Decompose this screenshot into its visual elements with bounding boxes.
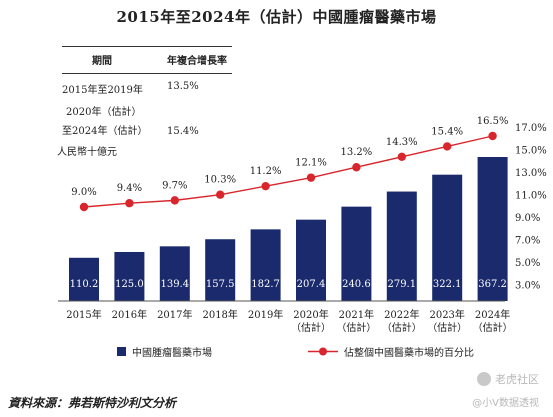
right-axis-tick-label: 11.0%: [515, 191, 547, 202]
cagr-row: 2020年（估計） 至2024年（估計） 15.4%: [62, 96, 232, 137]
cagr-row: 2015年至2019年 13.5%: [62, 74, 232, 96]
chart-title: 2015年至2024年（估計）中國腫瘤醫藥市場: [116, 8, 437, 26]
x-tick-label: 2022年: [384, 308, 419, 321]
x-tick-label: （估計）: [291, 321, 331, 334]
percentage-label: 14.3%: [386, 137, 418, 148]
percentage-label: 15.4%: [431, 126, 463, 137]
right-axis-tick-label: 15.0%: [515, 146, 547, 157]
percentage-point: [216, 190, 225, 199]
x-tick-label: 2021年: [339, 308, 374, 321]
percentage-label: 9.0%: [71, 187, 96, 198]
watermark-text: 老虎社区: [495, 373, 539, 386]
percentage-point: [170, 196, 179, 205]
bar-value-label: 322.1: [433, 279, 462, 290]
percentage-point: [443, 142, 452, 151]
bar-value-label: 207.4: [297, 279, 326, 290]
axis-layer: 2015年 2016年 2017年 2018年 2019年 2020年（估計）2021年（…: [58, 123, 547, 334]
bar: [432, 174, 463, 301]
bar: [114, 251, 145, 301]
percentage-point: [352, 163, 361, 172]
legend-bar-label: 中國腫瘤醫藥市場: [132, 346, 212, 359]
cagr-table-header: 期間 年複合增長率: [62, 46, 232, 74]
x-tick-label: （估計）: [382, 321, 422, 334]
x-tick-label: （估計）: [427, 321, 467, 334]
bar-value-label: 110.2: [70, 279, 99, 290]
percentage-line: [83, 135, 493, 208]
bar: [250, 229, 281, 301]
bar-series-layer: 110.2 125.0 139.4 157.5 182.7 207.4 240.6 279.1…: [69, 157, 508, 301]
bar-value-label: 182.7: [251, 279, 280, 290]
bar-value-label: 279.1: [387, 279, 416, 290]
x-tick-label: 2016年: [112, 308, 147, 321]
percentage-label: 9.4%: [117, 183, 142, 194]
watermark-bottom: @小V数据透视: [472, 398, 539, 409]
bar: [205, 239, 236, 301]
cagr-row-rate: 15.4%: [167, 126, 199, 137]
percentage-point: [397, 152, 406, 162]
percentage-label: 9.7%: [162, 180, 187, 191]
legend-bar-swatch: [117, 347, 126, 356]
right-axis-tick-label: 17.0%: [515, 123, 547, 134]
percentage-point: [488, 131, 497, 141]
bar-axis-unit-label: 人民幣十億元: [57, 147, 117, 158]
x-tick-label: 2015年: [66, 308, 101, 321]
right-axis-tick-label: 5.0%: [515, 258, 540, 269]
right-axis-tick-label: 13.0%: [515, 168, 547, 179]
right-axis-tick-label: 9.0%: [515, 213, 540, 224]
x-tick-label: 2020年: [293, 308, 328, 321]
percentage-point: [79, 202, 89, 212]
x-tick-label: （估計）: [336, 321, 376, 334]
percentage-label: 13.2%: [341, 147, 373, 158]
bar: [159, 246, 190, 301]
cagr-header-period: 期間: [92, 56, 112, 67]
cagr-row-period: 2015年至2019年: [62, 85, 143, 96]
bar: [296, 219, 326, 301]
bar-value-label: 157.5: [206, 279, 235, 290]
bar-value-label: 240.6: [342, 279, 371, 290]
percentage-point: [261, 181, 270, 191]
line-series-layer: 9.0% 9.4% 9.7% 10.3% 11.2% 12.1% 13.2% 14.3% 15.…: [71, 116, 509, 212]
x-tick-label: 2019年: [248, 308, 283, 321]
percentage-point: [125, 199, 134, 208]
bar-value-label: 139.4: [160, 279, 189, 290]
legend-line-label: 佔整個中國醫藥市場的百分比: [344, 346, 474, 359]
x-tick-label: 2018年: [202, 308, 237, 321]
legend-layer: 中國腫瘤醫藥市場 佔整個中國醫藥市場的百分比: [117, 346, 474, 359]
legend-line-marker: [319, 347, 327, 356]
source-note: 資料來源：弗若斯特沙利文分析: [8, 396, 177, 410]
x-tick-label: 2023年: [429, 308, 464, 321]
cagr-table: 期間 年複合增長率 2015年至2019年 13.5% 2020年（估計） 至2…: [62, 46, 232, 137]
bar: [69, 257, 99, 301]
percentage-label: 16.5%: [477, 116, 509, 127]
bar: [341, 206, 372, 301]
cagr-header-rate: 年複合增長率: [167, 56, 227, 67]
right-axis-tick-label: 3.0%: [515, 281, 540, 292]
x-tick-label: 2017年: [157, 308, 192, 321]
x-tick-label: （估計）: [473, 321, 513, 334]
bar: [386, 191, 417, 301]
percentage-label: 12.1%: [295, 158, 327, 169]
watermark-top: 老虎社区: [477, 371, 539, 387]
percentage-point: [306, 173, 316, 182]
percentage-label: 11.2%: [250, 166, 282, 177]
bar-value-label: 125.0: [115, 279, 144, 290]
cagr-row-period-cont: 至2024年（估計）: [62, 126, 148, 137]
cagr-row-period: 2020年（估計）: [66, 107, 142, 118]
cagr-row-rate: 13.5%: [167, 81, 199, 92]
bar: [477, 157, 508, 301]
right-axis-tick-label: 7.0%: [515, 236, 540, 247]
x-tick-label: 2024年: [475, 308, 510, 321]
bar-value-label: 367.2: [478, 279, 507, 290]
tiger-paw-icon: [477, 372, 491, 386]
percentage-label: 10.3%: [204, 175, 236, 186]
